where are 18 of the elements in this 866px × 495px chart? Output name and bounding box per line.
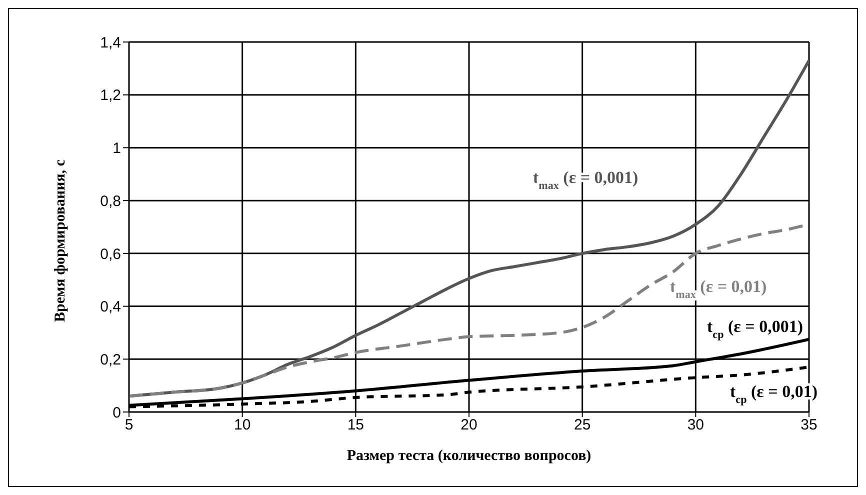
y-tick-label: 1: [112, 140, 121, 158]
x-tick-label: 10: [234, 416, 251, 434]
y-tick-label: 1,4: [100, 34, 121, 52]
y-tick-label: 1,2: [100, 87, 121, 104]
x-tick-label: 30: [687, 416, 704, 434]
y-tick-label: 0,8: [100, 192, 121, 210]
x-tick-label: 5: [124, 416, 134, 434]
x-axis-title: Размер теста (количество вопросов): [346, 448, 592, 464]
y-tick-label: 0: [112, 404, 121, 422]
y-tick-label: 0,6: [100, 246, 121, 263]
y-tick-label: 0,2: [100, 351, 121, 368]
x-tick-label: 15: [347, 416, 364, 434]
x-tick-label: 25: [574, 416, 591, 434]
y-tick-label: 0,4: [100, 298, 121, 316]
series-label: t$_{ср}$ (ε = 0,001): [707, 317, 804, 341]
x-tick-label: 20: [460, 416, 478, 434]
x-tick-label: 35: [800, 416, 818, 434]
y-axis-title: Время формирования, с: [52, 159, 68, 322]
